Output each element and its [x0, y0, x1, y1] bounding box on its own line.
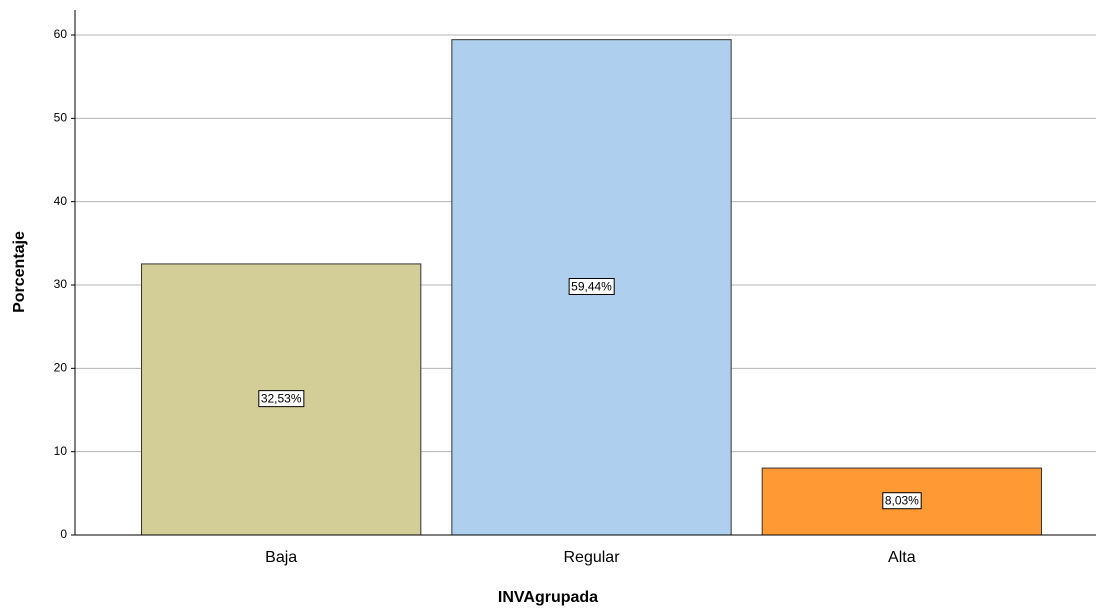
value-label-box	[882, 492, 922, 510]
x-tick-label: Baja	[265, 549, 297, 566]
y-tick-label: 60	[54, 27, 68, 41]
y-tick-label: 40	[54, 194, 68, 208]
y-tick-label: 30	[54, 277, 68, 291]
y-tick-label: 20	[54, 361, 68, 375]
y-axis-label: Porcentaje	[11, 231, 28, 313]
y-tick-label: 50	[54, 111, 68, 125]
value-label: 8,03%	[885, 494, 919, 508]
value-label: 59,44%	[571, 280, 612, 294]
x-tick-label: Alta	[888, 549, 916, 566]
y-tick-label: 0	[60, 527, 67, 541]
value-label-box	[258, 390, 305, 408]
value-label-box	[568, 278, 615, 296]
value-label: 32,53%	[261, 392, 302, 406]
y-tick-label: 10	[54, 444, 68, 458]
x-tick-label: Regular	[563, 549, 620, 566]
x-axis-label: INVAgrupada	[498, 589, 598, 606]
